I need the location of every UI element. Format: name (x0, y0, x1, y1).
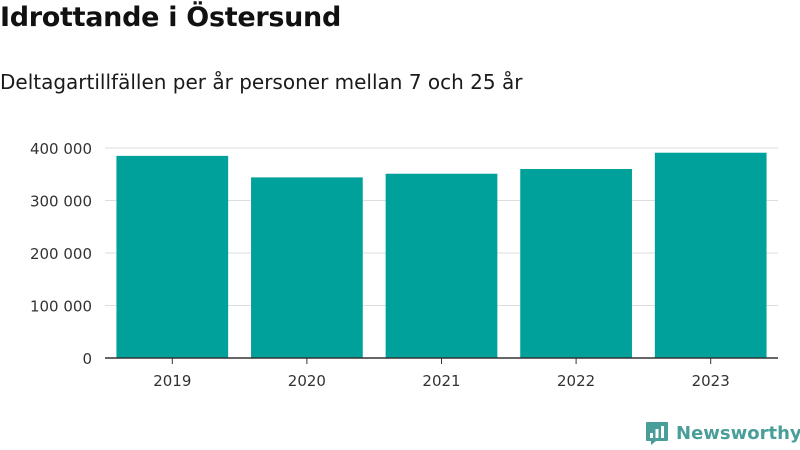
newsworthy-logo: Newsworthy (644, 420, 800, 446)
bar (654, 152, 767, 358)
x-tick-label: 2021 (422, 372, 460, 390)
newsworthy-logo-icon (646, 422, 668, 445)
y-tick-label: 400 000 (30, 140, 92, 158)
newsworthy-logo-text: Newsworthy (676, 422, 800, 444)
x-tick-label: 2020 (288, 372, 326, 390)
x-tick-label: 2022 (557, 372, 595, 390)
bar (116, 155, 229, 358)
y-tick-label: 200 000 (30, 245, 92, 263)
bar (385, 173, 498, 358)
bar (520, 169, 632, 358)
y-tick-label: 100 000 (30, 298, 92, 316)
chart-subtitle: Deltagartillfällen per år personer mella… (0, 70, 523, 94)
x-tick-label: 2023 (692, 372, 730, 390)
chart-title: Idrottande i Östersund (0, 2, 341, 33)
y-tick-label: 300 000 (30, 193, 92, 211)
x-tick-label: 2019 (153, 372, 191, 390)
bar (251, 177, 363, 358)
bar-chart: 0 100 000 200 000 300 000 400 000 2019 2020 202… (30, 140, 778, 390)
y-tick-label: 0 (82, 350, 92, 368)
